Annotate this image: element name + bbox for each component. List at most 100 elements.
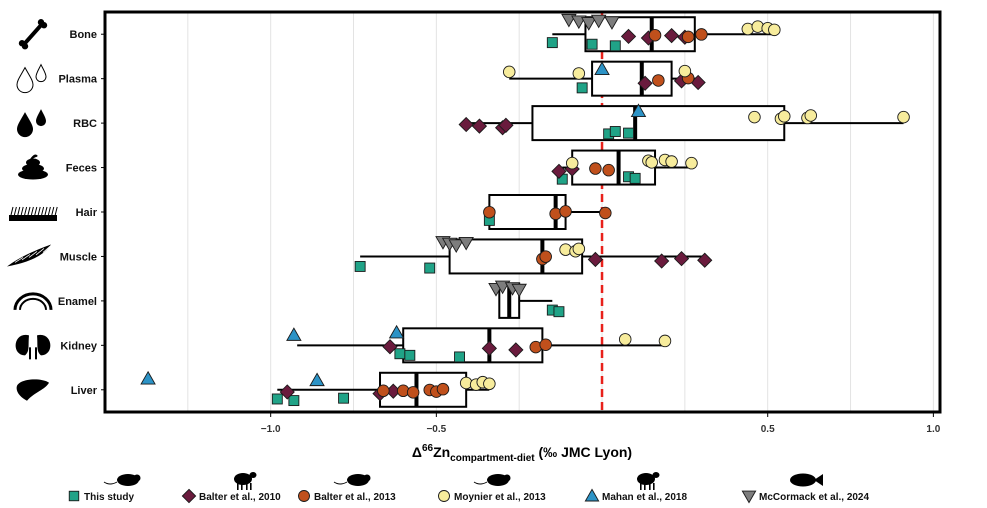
data-point	[404, 349, 416, 361]
legend-label: Balter et al., 2010	[199, 492, 281, 503]
data-point	[508, 342, 524, 358]
data-point	[502, 65, 516, 79]
data-point	[454, 351, 465, 363]
y-axis-labels: Bone Plasma RBC Feces Hair Muscle Enamel Kidney…	[58, 29, 105, 397]
bone-icon	[18, 19, 48, 50]
data-point	[481, 340, 498, 356]
category-label: Feces	[66, 163, 97, 175]
x-tick-label: −1.0	[261, 424, 281, 435]
data-point	[539, 338, 552, 351]
legend-label: This study	[84, 492, 134, 503]
data-point	[377, 384, 390, 398]
legend: This study Balter et al., 2010 Balter et a…	[68, 472, 869, 504]
data-point	[559, 205, 572, 218]
data-point	[697, 252, 713, 268]
legend-label: Mahan et al., 2018	[602, 492, 687, 503]
data-point	[511, 283, 527, 298]
category-label: Hair	[76, 207, 98, 219]
data-point	[436, 382, 450, 396]
box-muscle	[360, 238, 705, 275]
data-point	[448, 239, 465, 253]
legend-entry: Mahan et al., 2018	[584, 472, 687, 503]
data-point	[652, 74, 665, 87]
mouse-icon	[103, 474, 141, 486]
data-point	[630, 103, 647, 118]
mouse-icon	[473, 474, 511, 486]
data-point	[748, 110, 761, 124]
data-point	[609, 126, 621, 137]
data-point	[590, 14, 607, 29]
data-point	[604, 16, 620, 30]
legend-marker	[584, 488, 600, 502]
liver-icon	[16, 379, 49, 401]
hair-icon	[9, 206, 58, 221]
data-point	[354, 260, 366, 272]
data-point	[695, 28, 708, 41]
legend-entry: Balter et al., 2010	[181, 472, 281, 504]
data-point	[663, 27, 680, 44]
data-point	[778, 110, 791, 123]
data-point	[587, 251, 604, 268]
boxes	[277, 16, 904, 408]
data-point	[648, 28, 662, 42]
data-point	[483, 377, 496, 391]
sheep-icon	[234, 472, 257, 490]
data-point	[388, 324, 405, 339]
legend-marker	[68, 490, 80, 502]
data-point	[309, 372, 325, 387]
legend-marker	[298, 490, 310, 502]
category-label: Liver	[71, 385, 98, 397]
data-point	[382, 339, 398, 355]
legend-label: Moynier et al., 2013	[454, 492, 546, 503]
data-point	[471, 118, 488, 134]
category-label: Plasma	[58, 74, 97, 86]
x-axis-title-suffix: (‰ JMC Lyon)	[535, 444, 632, 460]
data-point	[553, 306, 565, 318]
data-point	[539, 250, 552, 263]
enamel-icon	[13, 292, 53, 311]
data-point	[673, 251, 690, 267]
data-point	[594, 61, 610, 75]
category-label: Kidney	[60, 340, 98, 352]
data-points	[140, 13, 910, 407]
x-axis-title-sub: compartment-diet	[450, 453, 535, 464]
category-icons	[7, 19, 58, 401]
category-label: Enamel	[58, 296, 97, 308]
legend-entry: Moynier et al., 2013	[438, 474, 546, 503]
data-point	[572, 242, 586, 256]
data-point	[618, 333, 632, 346]
feces-icon	[18, 154, 48, 180]
data-point	[551, 163, 567, 179]
data-point	[286, 327, 302, 341]
box-iqr	[531, 105, 786, 142]
data-point	[620, 28, 637, 45]
data-point	[338, 392, 350, 404]
data-point	[602, 163, 615, 177]
x-tick-label: −0.5	[426, 424, 446, 435]
data-point	[498, 117, 514, 133]
legend-entry: This study	[68, 474, 141, 503]
data-point	[665, 155, 678, 168]
data-point	[580, 17, 597, 31]
legend-entry: Balter et al., 2013	[298, 474, 396, 503]
data-point	[609, 40, 621, 52]
muscle-icon	[7, 244, 52, 267]
data-point	[685, 156, 698, 170]
legend-marker	[438, 490, 450, 502]
data-point	[546, 37, 558, 49]
data-point	[279, 384, 295, 400]
x-axis-title-main: Zn	[433, 444, 450, 460]
data-point	[406, 386, 420, 399]
data-point	[458, 116, 474, 133]
data-point	[654, 253, 670, 269]
legend-label: McCormack et al., 2024	[759, 492, 869, 503]
box-iqr	[402, 327, 544, 364]
x-tick-label: 0.5	[761, 424, 775, 435]
box-hair	[488, 194, 606, 230]
legend-marker	[181, 488, 197, 504]
data-point	[271, 393, 283, 405]
data-point	[629, 172, 641, 184]
data-point	[589, 162, 602, 175]
plasma-drops-icon	[16, 63, 47, 94]
